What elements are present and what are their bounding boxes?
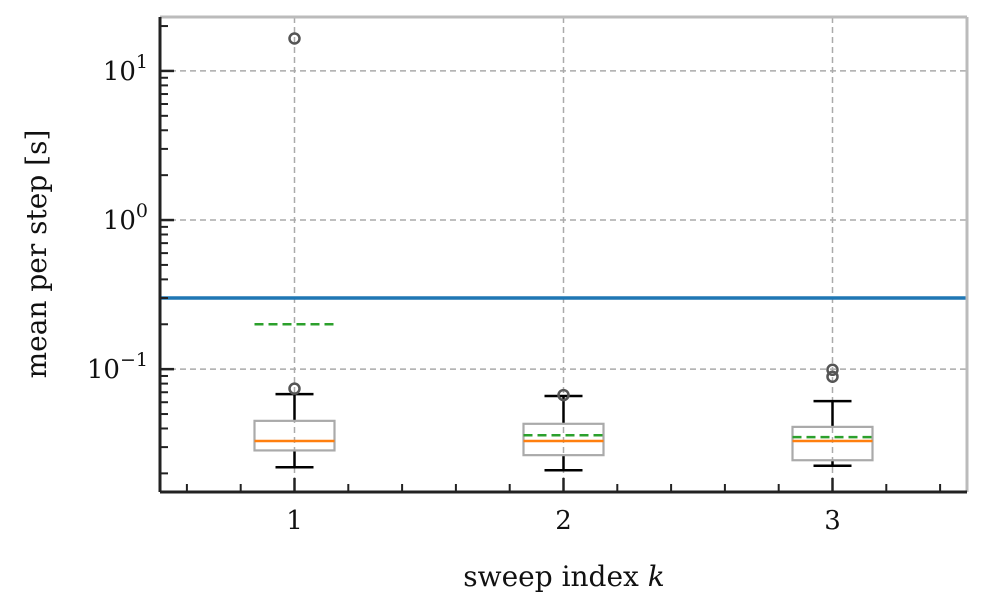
tick-labels: 1 2 3 10−1 100 101 — [87, 51, 841, 536]
y-axis-label: mean per step [s] — [20, 130, 53, 379]
flier-point — [557, 388, 570, 402]
box-body — [522, 422, 605, 457]
x-axis-label: sweep index k — [463, 560, 664, 593]
flier-point — [288, 32, 301, 45]
flier-point — [826, 363, 839, 377]
x-tick-label: 2 — [555, 506, 572, 536]
flier-point — [826, 370, 839, 383]
box-body — [791, 425, 874, 462]
boxes-group — [253, 32, 874, 472]
axes — [158, 15, 969, 494]
x-tick-label: 1 — [286, 506, 303, 536]
flier-point — [288, 382, 301, 395]
y-tick-label: 100 — [103, 200, 148, 236]
y-tick-label: 10−1 — [87, 349, 148, 385]
box-body — [253, 419, 336, 452]
y-tick-label: 101 — [103, 51, 148, 87]
x-tick-label: 3 — [824, 506, 841, 536]
